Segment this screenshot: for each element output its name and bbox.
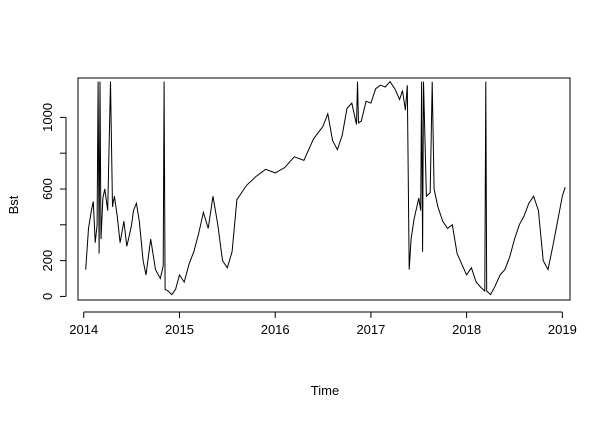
y-tick-label: 1000 (40, 103, 55, 132)
y-tick-label: 0 (40, 293, 55, 300)
y-tick-label: 600 (40, 178, 55, 200)
y-axis-label: Bst (6, 195, 21, 214)
plot-box (77, 77, 571, 301)
series-line (85, 80, 566, 296)
x-axis: 2014 2015 2016 2017 2018 2019 (69, 311, 577, 337)
x-tick-label: 2017 (356, 322, 385, 337)
y-axis: 0 200 600 1000 (40, 103, 67, 300)
y-tick-label: 200 (40, 250, 55, 272)
x-tick-label: 2016 (261, 322, 290, 337)
x-axis-label: Time (311, 383, 339, 398)
x-tick-label: 2018 (452, 322, 481, 337)
x-tick-label: 2019 (548, 322, 577, 337)
x-tick-label: 2014 (69, 322, 98, 337)
x-tick-label: 2015 (165, 322, 194, 337)
